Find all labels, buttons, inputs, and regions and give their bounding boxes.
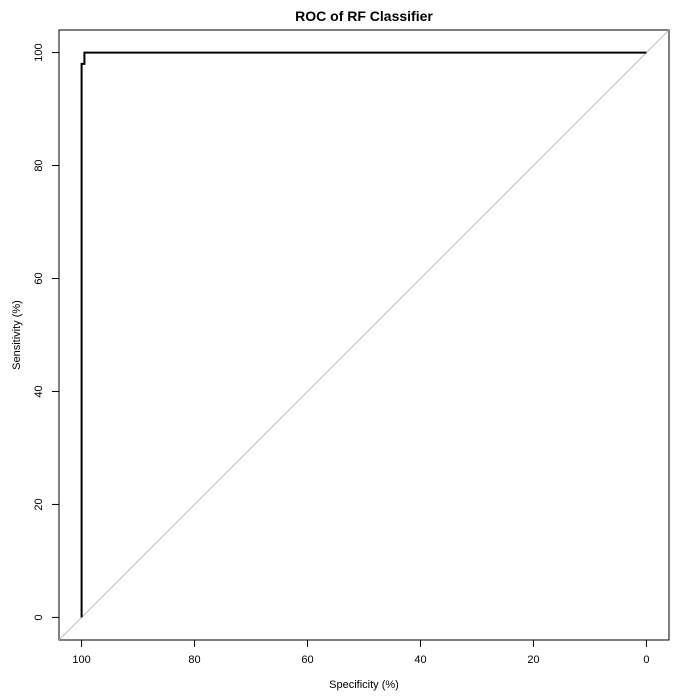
y-tick-label: 100: [33, 43, 45, 61]
chart-title: ROC of RF Classifier: [295, 8, 433, 24]
plot-area: [59, 30, 669, 640]
x-axis: 100 80 60 40 20 0: [72, 640, 649, 666]
x-tick-label: 60: [301, 654, 313, 666]
x-tick-label: 20: [527, 654, 539, 666]
x-tick-label: 0: [643, 654, 649, 666]
y-tick-label: 0: [33, 614, 45, 620]
x-axis-label: Specificity (%): [329, 679, 399, 691]
x-tick-label: 80: [188, 654, 200, 666]
y-tick-label: 80: [33, 159, 45, 171]
y-axis-label: Sensitivity (%): [11, 300, 23, 370]
y-tick-label: 20: [33, 498, 45, 510]
roc-curve-line: [80, 51, 647, 618]
y-tick-label: 40: [33, 385, 45, 397]
reference-diagonal-line: [59, 30, 669, 640]
y-axis: 0 20 40 60 80 100: [33, 43, 59, 620]
x-tick-label: 100: [72, 654, 90, 666]
plot-frame: [58, 29, 670, 641]
x-tick-label: 40: [414, 654, 426, 666]
y-tick-label: 60: [33, 272, 45, 284]
